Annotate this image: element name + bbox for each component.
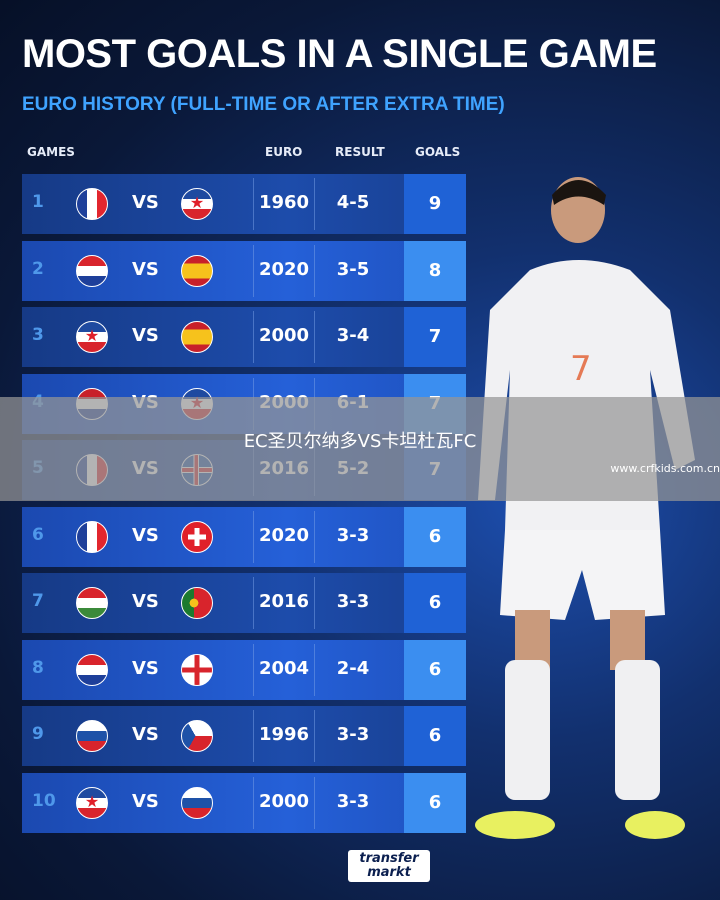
overlay-caption: EC圣贝尔纳多VS卡坦杜瓦FC	[243, 431, 477, 452]
result: 3-3	[336, 724, 370, 745]
goals: 9	[404, 174, 466, 234]
rank: 7	[32, 591, 44, 611]
goals: 8	[404, 240, 466, 301]
table-row: 1 VS ★ 1960 4-5 9	[22, 174, 466, 234]
flag-spain-icon	[181, 254, 213, 287]
table-row: 9 VS 1996 3-3 6	[22, 706, 466, 766]
flag-france-icon	[76, 188, 108, 220]
rank: 6	[32, 524, 44, 545]
header-euro: EURO	[265, 145, 303, 159]
header-games: GAMES	[27, 145, 75, 159]
table-row: 8 VS 2004 2-4 6	[22, 639, 466, 700]
divider	[253, 643, 254, 696]
divider	[314, 643, 315, 696]
star-icon: ★	[189, 193, 205, 213]
vs-label: VS	[132, 524, 159, 546]
star-icon: ★	[84, 326, 100, 346]
flag-russia-icon	[76, 720, 108, 752]
divider	[253, 244, 254, 297]
svg-text:7: 7	[570, 349, 592, 389]
divider	[314, 776, 315, 829]
divider	[253, 577, 254, 629]
watermark: www.crfkids.com.cn	[610, 462, 720, 475]
flag-france-icon	[76, 520, 108, 553]
vs-label: VS	[132, 258, 159, 280]
header-result: RESULT	[335, 145, 385, 159]
goals: 6	[404, 506, 466, 567]
table-row: 6 VS 2020 3-3 6	[22, 506, 466, 567]
euro-year: 1960	[258, 192, 310, 213]
divider	[314, 510, 315, 563]
flag-yugoslavia-icon: ★	[181, 188, 213, 220]
result: 2-4	[336, 657, 370, 679]
page-title: MOST GOALS IN A SINGLE GAME	[22, 32, 657, 76]
result: 4-5	[336, 192, 370, 213]
flag-croatia-icon	[76, 653, 108, 686]
flag-yugoslavia-icon: ★	[76, 321, 108, 353]
table-row: 2 VS 2020 3-5 8	[22, 240, 466, 301]
divider	[314, 311, 315, 363]
goals: 6	[404, 573, 466, 633]
result: 3-4	[336, 325, 370, 346]
flag-hungary-icon	[76, 587, 108, 619]
goals: 6	[404, 772, 466, 833]
rank: 3	[32, 325, 44, 345]
flag-england-icon	[181, 653, 213, 686]
vs-label: VS	[132, 657, 159, 679]
divider	[253, 311, 254, 363]
table-row: 10 ★ VS 2000 3-3 6	[22, 772, 466, 833]
divider	[314, 244, 315, 297]
vs-label: VS	[132, 724, 159, 745]
star-icon: ★	[84, 791, 100, 811]
euro-year: 2016	[258, 591, 310, 612]
result: 3-3	[336, 591, 370, 612]
logo-line1: transfer	[359, 851, 419, 866]
divider	[253, 510, 254, 563]
logo-line2: markt	[367, 865, 411, 880]
divider	[314, 577, 315, 629]
flag-switzerland-icon	[181, 520, 213, 553]
vs-label: VS	[132, 325, 159, 346]
euro-year: 2020	[258, 524, 310, 546]
divider	[314, 178, 315, 230]
flag-portugal-icon	[181, 587, 213, 619]
vs-label: VS	[132, 790, 159, 812]
result: 3-5	[336, 258, 370, 280]
header-goals: GOALS	[415, 145, 461, 159]
vs-label: VS	[132, 591, 159, 612]
flag-croatia-icon	[76, 254, 108, 287]
rank: 10	[32, 790, 56, 811]
page-subtitle: EURO HISTORY (FULL-TIME OR AFTER EXTRA T…	[22, 94, 505, 115]
result: 3-3	[336, 790, 370, 812]
rank: 9	[32, 724, 44, 744]
rank: 8	[32, 657, 44, 678]
flag-spain-icon	[181, 321, 213, 353]
divider	[253, 776, 254, 829]
euro-year: 2000	[258, 325, 310, 346]
player-photo: 7	[475, 177, 695, 839]
divider	[253, 710, 254, 762]
euro-year: 2004	[258, 657, 310, 679]
flag-slovenia-icon	[181, 786, 213, 819]
divider	[253, 178, 254, 230]
euro-year: 2000	[258, 790, 310, 812]
rank: 2	[32, 258, 44, 279]
flag-yugoslavia-icon: ★	[76, 786, 108, 819]
flag-czech-republic-icon	[181, 720, 213, 752]
goals: 7	[404, 307, 466, 367]
euro-year: 1996	[258, 724, 310, 745]
vs-label: VS	[132, 192, 159, 213]
caption-overlay	[0, 397, 720, 501]
goals: 6	[404, 706, 466, 766]
goals: 6	[404, 639, 466, 700]
euro-year: 2020	[258, 258, 310, 280]
transfermarkt-logo: transfer markt	[348, 850, 430, 882]
rank: 1	[32, 192, 44, 212]
table-row: 3 ★ VS 2000 3-4 7	[22, 307, 466, 367]
table-row: 7 VS 2016 3-3 6	[22, 573, 466, 633]
divider	[314, 710, 315, 762]
result: 3-3	[336, 524, 370, 546]
